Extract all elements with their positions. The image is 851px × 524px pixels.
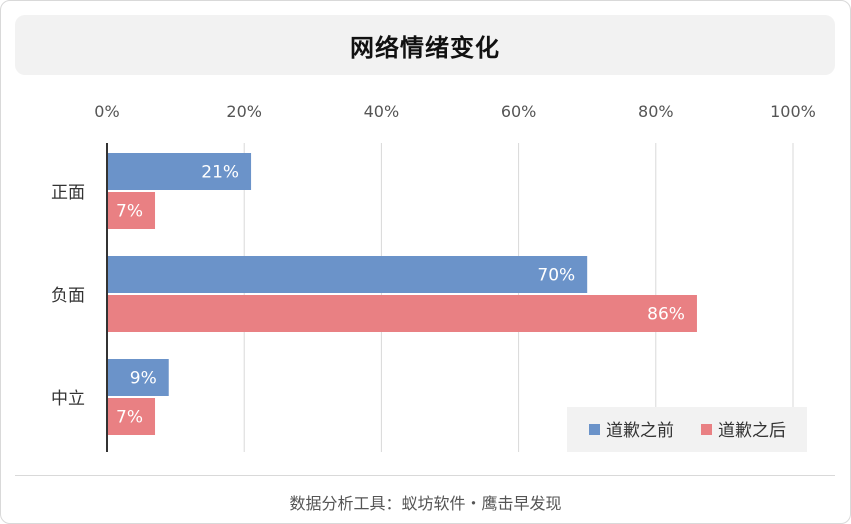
legend-box	[567, 407, 807, 452]
data-label: 7%	[116, 202, 143, 222]
chart-title-bar: 网络情绪变化	[15, 15, 835, 75]
x-tick-label: 40%	[364, 102, 400, 121]
data-label: 70%	[537, 266, 575, 286]
legend-label: 道歉之前	[606, 421, 674, 441]
x-tick-label: 80%	[638, 102, 674, 121]
x-tick-label: 60%	[501, 102, 537, 121]
data-label: 7%	[116, 408, 143, 428]
source-note: 数据分析工具：蚁坊软件・鹰击早发现	[289, 494, 562, 513]
category-label: 正面	[51, 183, 85, 203]
data-label: 21%	[201, 163, 239, 183]
bar	[107, 295, 697, 332]
legend-swatch	[589, 424, 600, 435]
bar	[107, 398, 156, 435]
data-label: 86%	[647, 305, 685, 325]
bar	[107, 256, 588, 293]
x-tick-label: 100%	[770, 102, 816, 121]
legend-label: 道歉之后	[718, 421, 786, 441]
category-label: 负面	[51, 286, 85, 306]
data-label: 9%	[130, 369, 157, 389]
chart-title: 网络情绪变化	[350, 33, 500, 62]
footer-divider	[15, 475, 835, 476]
bar	[107, 153, 252, 190]
legend-swatch	[701, 424, 712, 435]
x-tick-label: 0%	[94, 102, 119, 121]
x-tick-label: 20%	[226, 102, 262, 121]
bar	[107, 192, 156, 229]
bar	[107, 359, 169, 396]
category-label: 中立	[51, 389, 85, 409]
